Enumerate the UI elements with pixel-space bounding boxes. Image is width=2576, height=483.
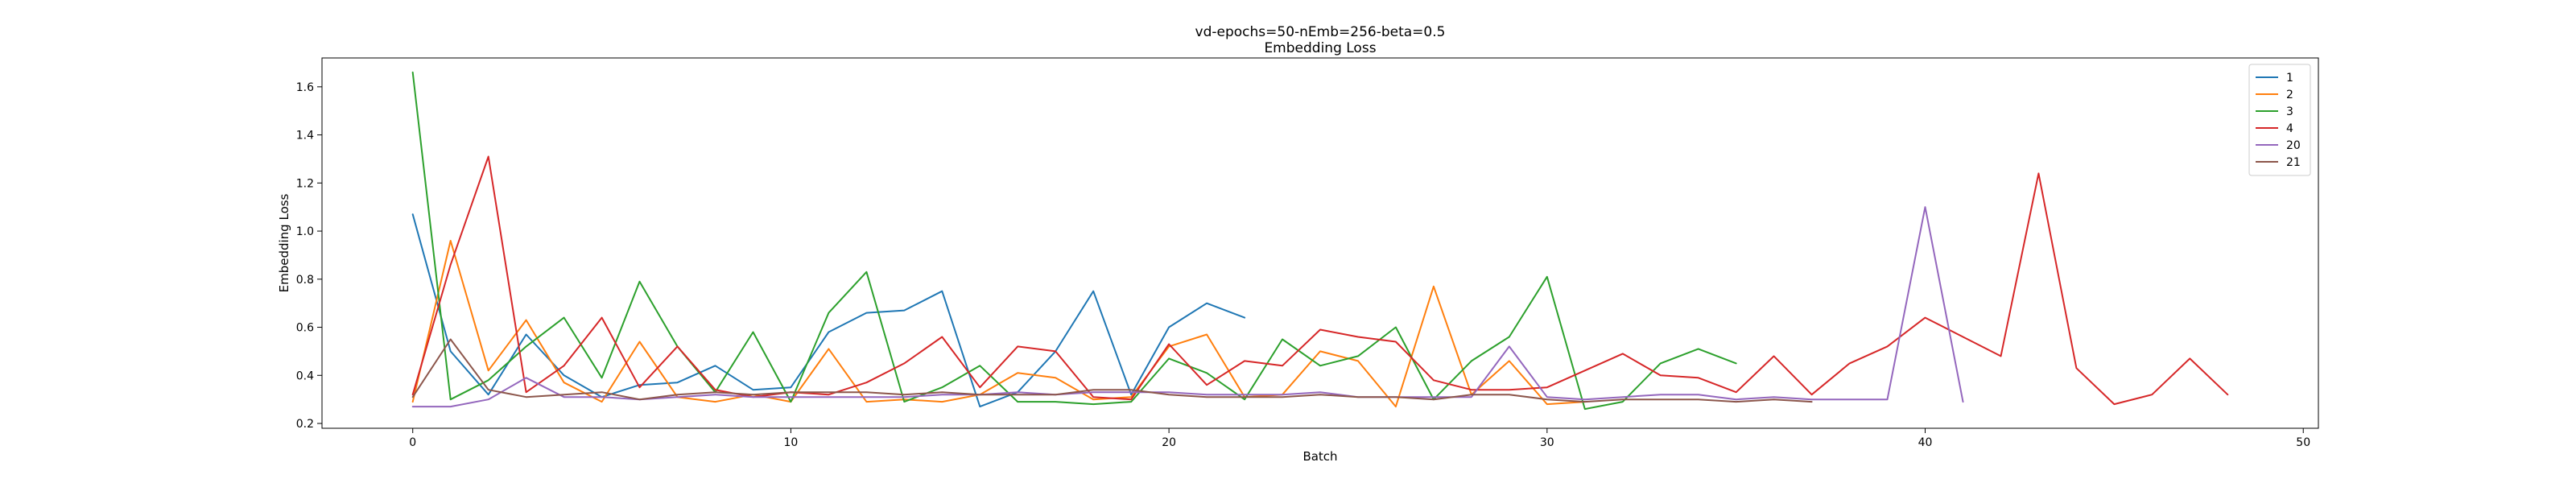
chart-subtitle: Embedding Loss [1264,40,1376,56]
chart-title: vd-epochs=50-nEmb=256-beta=0.5 [1195,24,1446,40]
y-tick-label: 1.2 [296,177,314,190]
series-line-20 [411,206,1964,408]
x-tick-label: 10 [784,436,799,449]
series-line-4 [411,155,2229,406]
series-line-21 [411,338,1813,403]
plot-frame [321,57,2319,429]
y-tick-label: 1.4 [296,130,314,142]
series-line-3 [411,71,1737,411]
x-axis-label: Batch [1302,449,1337,464]
x-tick-label: 40 [1918,436,1933,449]
legend-label-21: 21 [2286,156,2301,169]
legend-label-20: 20 [2286,139,2301,152]
y-tick-label: 1.0 [296,225,314,238]
legend-label-2: 2 [2286,89,2293,101]
x-tick-label: 0 [409,436,416,449]
x-tick-label: 30 [1540,436,1554,449]
x-tick-label: 20 [1162,436,1176,449]
legend-label-1: 1 [2286,72,2293,85]
x-axis-ticks: 0 10 20 30 40 50 [409,428,2310,449]
y-axis-ticks: 0.2 0.4 0.6 0.8 1.0 1.2 1.4 1.6 [296,81,322,431]
x-tick-label: 50 [2296,436,2310,449]
plot-area [411,71,2229,411]
legend-label-3: 3 [2286,105,2293,118]
y-tick-label: 0.4 [296,369,314,382]
legend-label-4: 4 [2286,122,2293,135]
y-tick-label: 0.6 [296,322,314,335]
y-axis-label: Embedding Loss [277,193,291,292]
y-tick-label: 0.2 [296,418,314,431]
legend-box [2248,64,2311,176]
legend: 1 2 3 4 20 21 [2248,64,2311,176]
y-tick-label: 0.8 [296,274,314,287]
y-tick-label: 1.6 [296,81,314,94]
